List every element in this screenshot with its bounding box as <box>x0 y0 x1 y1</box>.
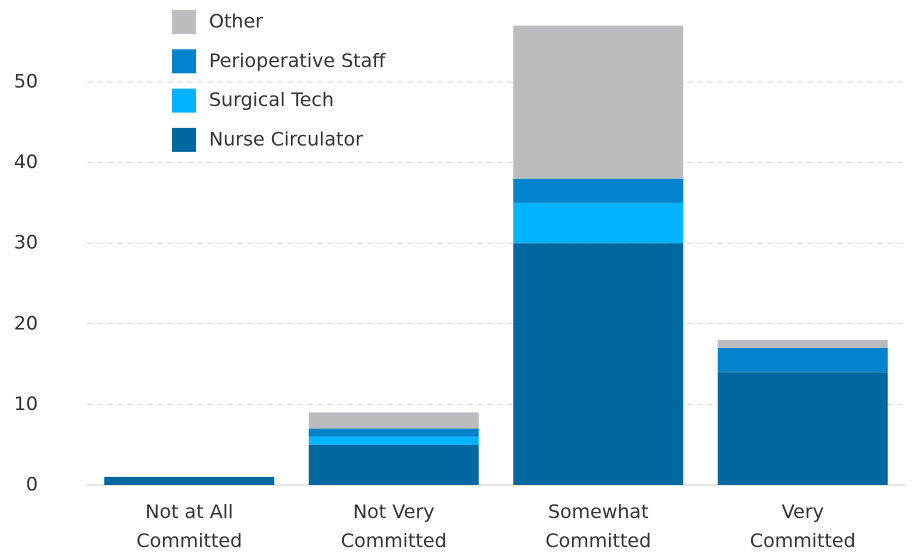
legend-label: Other <box>209 11 263 33</box>
bar-segment <box>513 25 684 179</box>
legend-label: Surgical Tech <box>209 89 334 111</box>
bar-segment <box>717 347 888 373</box>
bar-segment <box>308 412 479 429</box>
legend-swatch <box>172 49 196 74</box>
x-tick-label: Not at All Committed <box>136 501 243 552</box>
bar-segment <box>308 444 479 485</box>
bar-segment <box>104 476 275 485</box>
bar-segment <box>513 178 684 203</box>
bar-segment <box>513 243 684 485</box>
bar-segment <box>717 339 888 348</box>
y-tick-label: 10 <box>14 393 38 415</box>
legend-label: Nurse Circulator <box>209 128 363 150</box>
y-tick-label: 30 <box>14 232 38 254</box>
x-tick-label: Very Committed <box>749 501 856 552</box>
x-tick-label: Somewhat Committed <box>545 501 652 552</box>
legend-swatch <box>172 127 196 152</box>
x-tick-label: Not Very Committed <box>340 501 447 552</box>
y-tick-label: 40 <box>14 151 38 173</box>
y-tick-label: 50 <box>14 71 38 93</box>
bar-segment <box>308 428 479 437</box>
legend-swatch <box>172 10 196 34</box>
y-tick-label: 0 <box>26 474 38 496</box>
legend-swatch <box>172 88 196 113</box>
bar-segment <box>308 436 479 445</box>
legend-label: Perioperative Staff <box>209 50 386 72</box>
bar-segment <box>717 372 888 485</box>
y-tick-label: 20 <box>14 312 38 334</box>
bar-segment <box>513 202 684 244</box>
